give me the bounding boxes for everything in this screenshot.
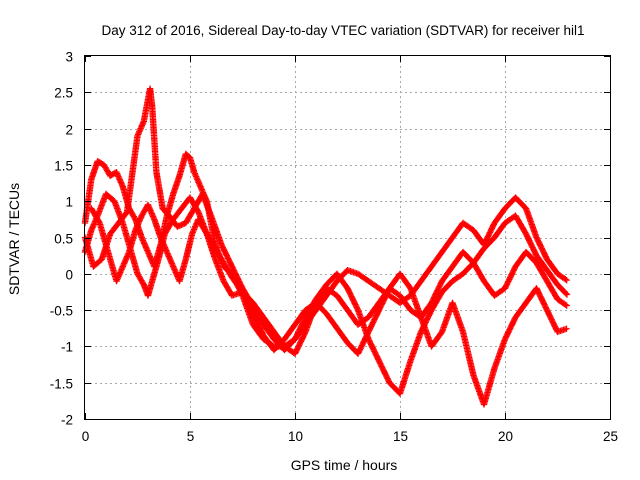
data-point [354,305,361,312]
y-tick-label: 1 [65,195,73,210]
y-tick-label: -1.5 [50,377,73,392]
data-point [562,301,569,308]
x-tick-label: 5 [187,429,195,444]
x-tick-label: 0 [82,429,90,444]
y-tick-label: 0.5 [54,232,73,247]
y-tick-label: -0.5 [50,304,73,319]
chart-title: Day 312 of 2016, Sidereal Day-to-day VTE… [102,23,585,38]
y-tick-label: 3 [65,50,73,65]
data-point [563,302,570,309]
y-tick-label: -1 [61,340,73,355]
series-track-d [88,201,570,408]
y-tick-label: 2.5 [54,86,73,101]
y-tick-label: 1.5 [54,159,73,174]
x-tick-label: 25 [603,429,618,444]
y-axis-label: SDTVAR / TECUs [6,183,22,295]
x-tick-label: 20 [498,429,513,444]
data-point [301,330,309,337]
y-tick-label: 0 [65,268,73,283]
data-points [81,85,571,408]
data-point [563,291,571,298]
data-point [95,218,103,225]
data-point [563,325,570,332]
series-track-c [81,85,571,397]
y-tick-label: -2 [61,413,73,428]
y-tick-label: 2 [65,123,73,138]
x-tick-label: 15 [393,429,408,444]
plot-frame [84,55,611,420]
data-point [562,290,570,297]
axis-ticks: 0 5 10 15 20 25 -2 -1.5 -1 -0.5 0 0.5 1 1.5 2 2.5 3 [50,50,618,445]
x-axis-label: GPS time / hours [291,457,398,473]
data-point [562,276,569,283]
data-point [563,276,570,284]
x-tick-label: 10 [288,429,303,444]
